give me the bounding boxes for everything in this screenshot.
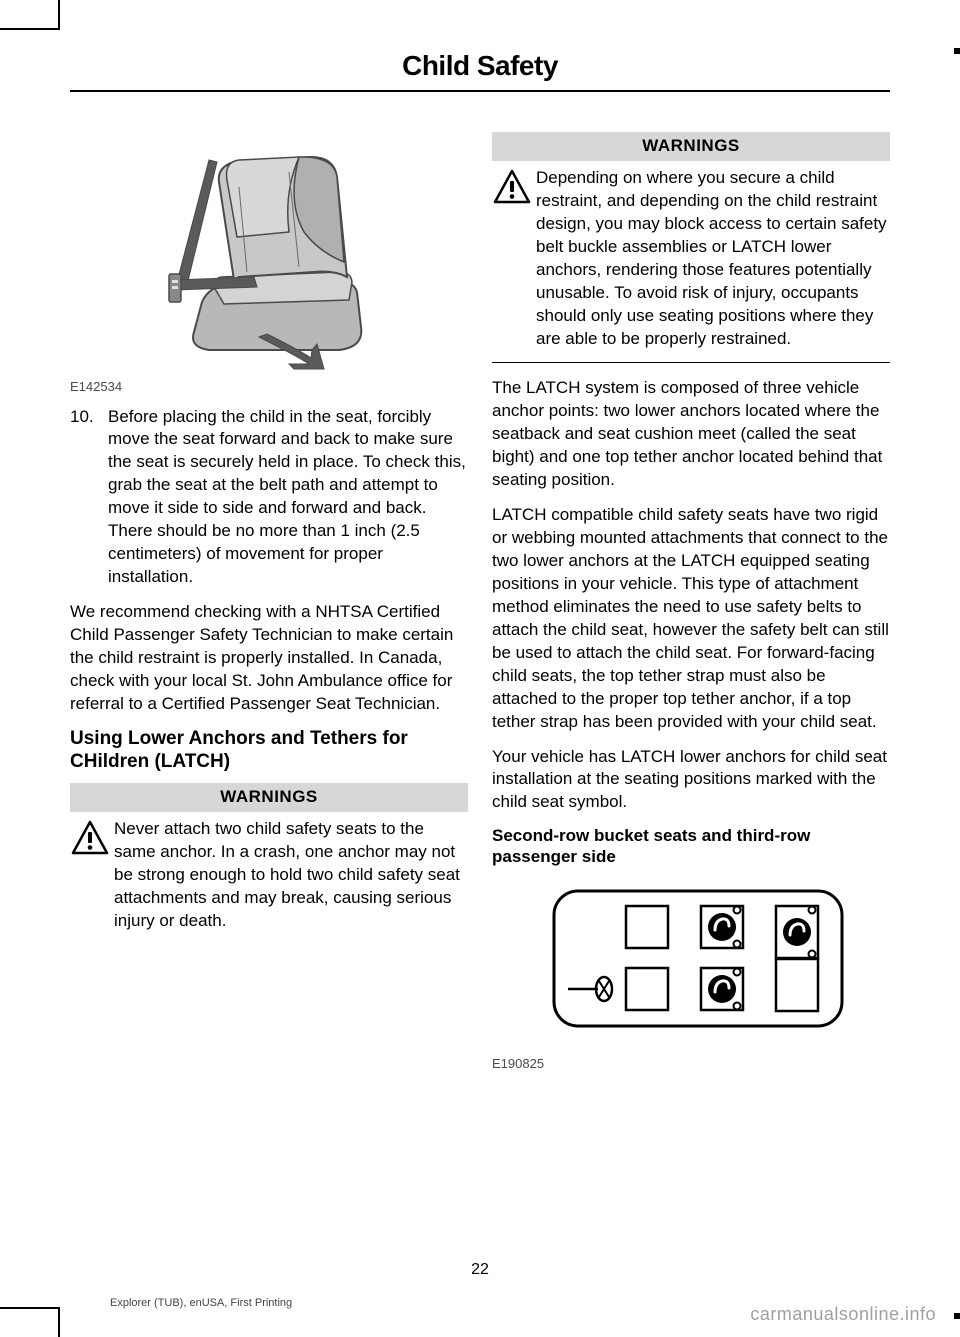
seats-subheading: Second-row bucket seats and third-row pa…	[492, 826, 890, 867]
crop-mark-tr	[954, 48, 960, 54]
warning-block-1: Never attach two child safety seats to t…	[70, 818, 468, 933]
latch-heading: Using Lower Anchors and Tethers for CHil…	[70, 728, 468, 774]
list-text: Before placing the child in the seat, fo…	[108, 406, 468, 590]
warning-block-2: Depending on where you secure a child re…	[492, 167, 890, 351]
content-columns: E142534 10. Before placing the child in …	[70, 132, 890, 1083]
warning-icon	[70, 820, 110, 856]
crop-mark-br	[954, 1313, 960, 1319]
warning2-text: Depending on where you secure a child re…	[536, 167, 890, 351]
header-rule	[70, 90, 890, 92]
para-latch-3: Your vehicle has LATCH lower anchors for…	[492, 746, 890, 815]
page-title: Child Safety	[70, 50, 890, 82]
page-number: 22	[0, 1261, 960, 1279]
figure2-caption: E190825	[492, 1055, 890, 1073]
right-column: WARNINGS Depending on where you secure a…	[492, 132, 890, 1083]
warnings-header-right: WARNINGS	[492, 132, 890, 161]
list-number: 10.	[70, 406, 94, 590]
watermark: carmanualsonline.info	[750, 1304, 936, 1325]
para-latch-2: LATCH compatible child safety seats have…	[492, 504, 890, 733]
warning-rule	[492, 362, 890, 363]
child-seat-figure	[139, 132, 399, 372]
left-column: E142534 10. Before placing the child in …	[70, 132, 468, 1083]
warning1-text: Never attach two child safety seats to t…	[114, 818, 468, 933]
para-latch-1: The LATCH system is composed of three ve…	[492, 377, 890, 492]
seat-diagram-figure	[526, 881, 856, 1051]
footer-left: Explorer (TUB), enUSA, First Printing	[110, 1297, 292, 1309]
list-item-10: 10. Before placing the child in the seat…	[70, 406, 468, 590]
crop-mark-bl	[0, 1307, 60, 1337]
warnings-header-left: WARNINGS	[70, 783, 468, 812]
figure1-caption: E142534	[70, 378, 468, 396]
crop-mark-tl	[0, 0, 60, 30]
warning-icon	[492, 169, 532, 205]
para-recommend: We recommend checking with a NHTSA Certi…	[70, 601, 468, 716]
